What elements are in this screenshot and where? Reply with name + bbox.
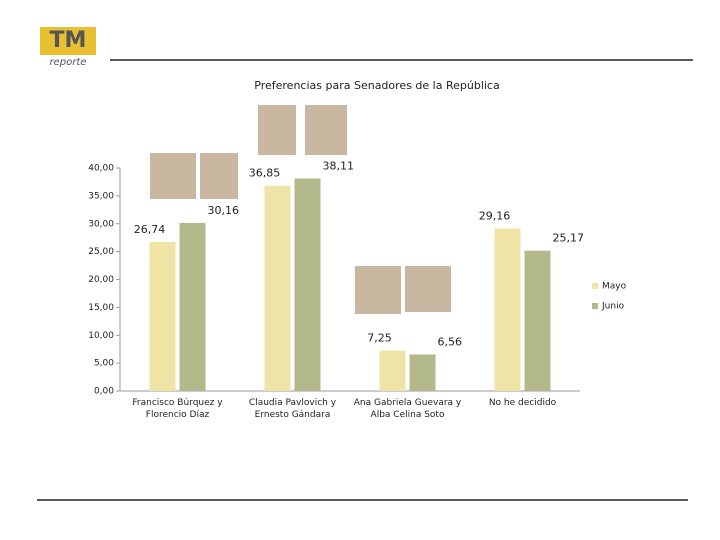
photo	[200, 153, 238, 199]
bar	[379, 350, 406, 391]
bar	[494, 228, 521, 391]
photo	[150, 153, 196, 199]
y-tick-label: 5,00	[94, 359, 114, 369]
x-tick-label-box: Francisco Búrquez y Florencio Díaz	[132, 398, 223, 420]
x-tick-label-box: Ana Gabriela Guevara y Alba Celina Soto	[353, 398, 462, 420]
value-label: 29,16	[479, 209, 511, 222]
y-tick-label: 10,00	[88, 331, 114, 341]
legend-label: Junio	[601, 302, 625, 312]
value-label: 30,16	[208, 204, 240, 217]
x-tick-label: Francisco Búrquez y Florencio Díaz	[132, 398, 223, 420]
logo-sub: reporte	[50, 57, 87, 68]
bar	[409, 354, 436, 391]
value-label: 6,56	[438, 335, 463, 348]
y-tick-label: 15,00	[88, 303, 114, 313]
legend-swatch	[592, 283, 598, 289]
x-tick-label: No he decidido	[488, 398, 557, 408]
photos	[150, 105, 451, 314]
bar	[264, 185, 291, 391]
logo-box	[40, 27, 96, 55]
bar	[149, 241, 176, 391]
value-label: 36,85	[249, 167, 281, 180]
y-tick-label: 25,00	[88, 247, 114, 257]
photo	[405, 266, 451, 312]
y-tick-label: 40,00	[88, 164, 114, 174]
y-tick-label: 35,00	[88, 191, 114, 201]
chart-title: Preferencias para Senadores de la Repúbl…	[254, 79, 499, 92]
bar	[524, 250, 551, 391]
y-tick-label: 0,00	[94, 387, 114, 397]
photo	[305, 105, 347, 155]
legend-swatch	[592, 303, 598, 309]
bar	[179, 222, 206, 391]
x-tick-label: Ana Gabriela Guevara y Alba Celina Soto	[353, 398, 462, 420]
x-tick-label: Claudia Pavlovich y Ernesto Gándara	[248, 398, 337, 420]
legend-label: Mayo	[602, 282, 627, 292]
value-label: 26,74	[134, 223, 166, 236]
bar	[294, 178, 321, 391]
logo-mark: TM	[50, 28, 87, 53]
x-tick-label-box: Claudia Pavlovich y Ernesto Gándara	[248, 398, 337, 420]
photo	[355, 266, 401, 314]
photo	[258, 105, 296, 155]
value-label: 7,25	[367, 332, 392, 345]
y-tick-label: 30,00	[88, 219, 114, 229]
y-tick-label: 20,00	[88, 275, 114, 285]
value-label: 38,11	[323, 160, 355, 173]
value-label: 25,17	[553, 232, 585, 245]
x-tick-label-box: No he decidido	[488, 398, 557, 408]
